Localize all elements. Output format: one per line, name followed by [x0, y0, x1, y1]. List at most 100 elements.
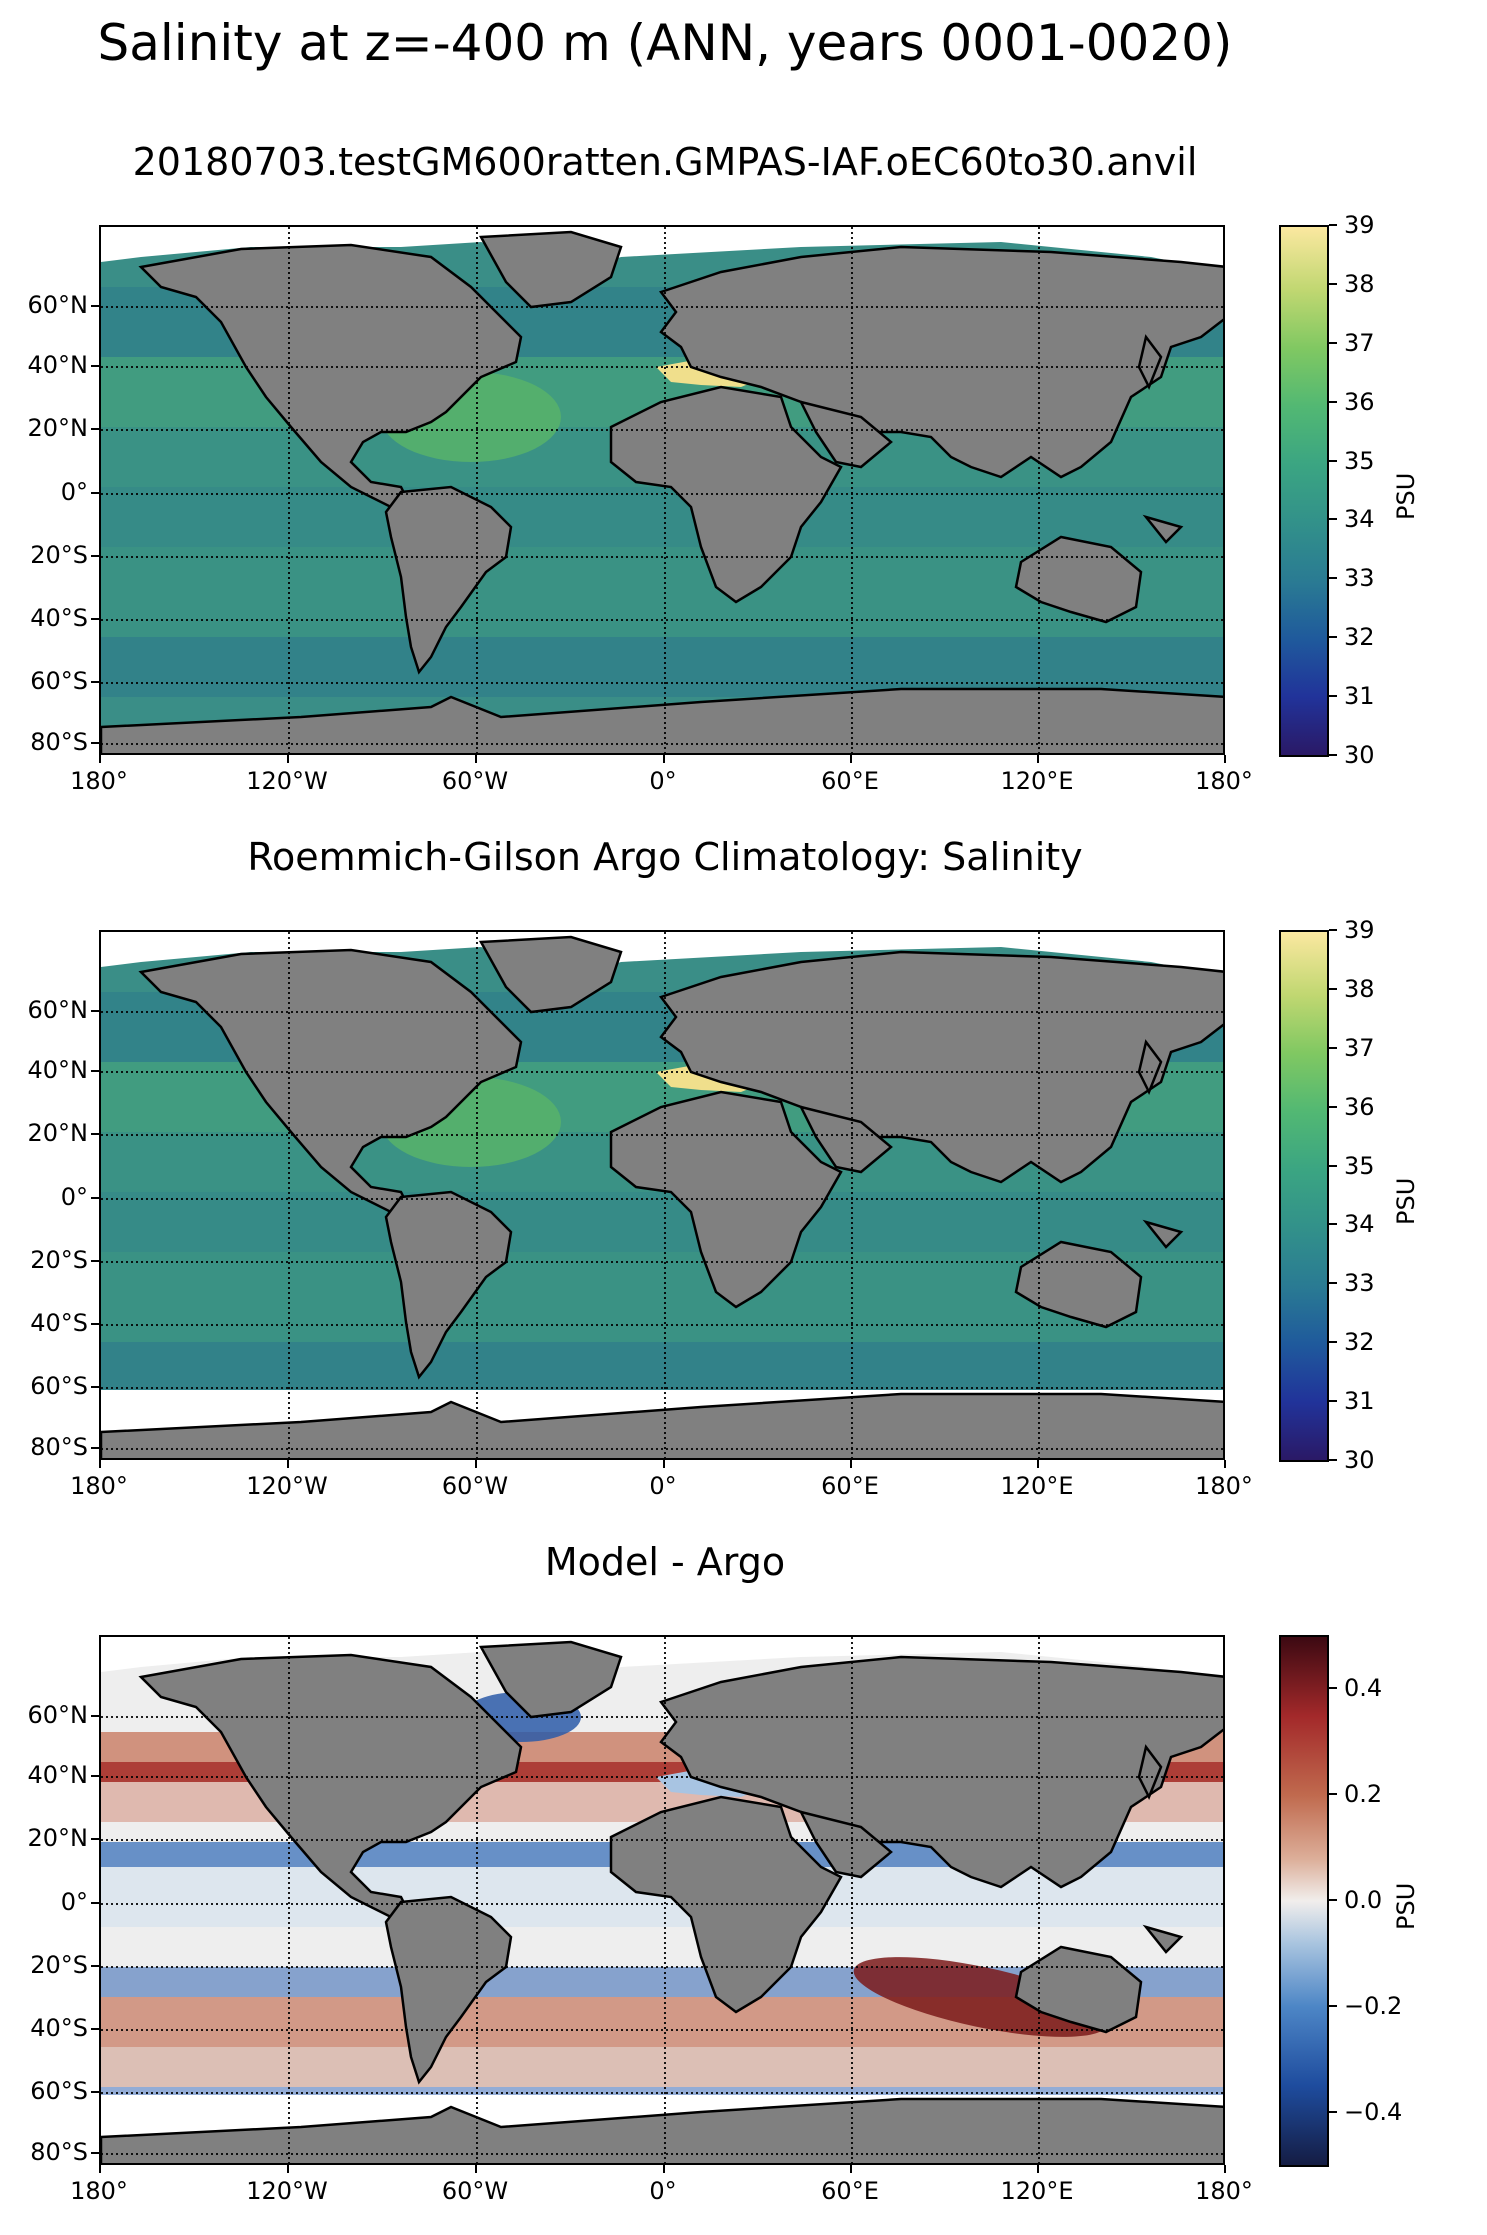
latitude-tick — [91, 492, 99, 494]
colorbar-tick-label: 31 — [1344, 682, 1375, 711]
longitude-tick-label: 60°E — [821, 767, 879, 795]
colorbar-tick-label: 35 — [1344, 1151, 1375, 1180]
latitude-tick-label: 20°N — [27, 414, 89, 442]
longitude-tick-label: 120°W — [246, 1472, 328, 1500]
colorbar-tick — [1329, 1341, 1337, 1344]
colorbar — [1279, 1635, 1329, 2167]
longitude-tick — [1224, 755, 1226, 763]
latitude-tick — [91, 742, 99, 744]
latitude-tick — [91, 2028, 99, 2030]
map-plot-area — [99, 930, 1225, 1460]
land-mass — [478, 1640, 623, 1719]
latitude-tick-label: 40°N — [27, 1056, 89, 1084]
longitude-tick-label: 120°W — [246, 2177, 328, 2205]
map-plot-area — [99, 1635, 1225, 2165]
latitude-tick — [91, 1902, 99, 1904]
colorbar-tick-label: −0.2 — [1344, 1992, 1403, 2020]
land-mass — [101, 2097, 1223, 2163]
colorbar-tick-label: 0.2 — [1344, 1780, 1383, 1808]
land-mass — [478, 230, 623, 309]
colorbar-tick — [1329, 1046, 1337, 1049]
colorbar-tick — [1329, 987, 1337, 990]
longitude-tick-label: 60°W — [441, 1472, 509, 1500]
colorbar-tick-label: 39 — [1344, 211, 1375, 239]
land-mass — [658, 245, 1223, 479]
panel-title: 20180703.testGM600ratten.GMPAS-IAF.oEC60… — [132, 140, 1198, 184]
land-mass — [1137, 1744, 1163, 1801]
colorbar — [1279, 225, 1329, 757]
longitude-tick-label: 180° — [1195, 767, 1253, 795]
latitude-tick — [91, 1838, 99, 1840]
longitude-tick-label: 180° — [70, 1472, 128, 1500]
latitude-tick — [91, 1197, 99, 1199]
colorbar-tick — [1329, 1164, 1337, 1167]
longitude-tick-label: 120°E — [1000, 767, 1074, 795]
latitude-tick-label: 40°S — [30, 604, 88, 632]
colorbar-tick — [1329, 282, 1337, 285]
longitude-tick — [287, 755, 289, 763]
latitude-tick-label: 60°S — [30, 667, 88, 695]
longitude-tick-label: 0° — [649, 767, 677, 795]
longitude-tick — [287, 2165, 289, 2173]
longitude-tick-label: 180° — [1195, 1472, 1253, 1500]
missing-data-region — [101, 227, 1223, 272]
latitude-tick-label: 0° — [60, 1183, 88, 1211]
land-mass — [798, 400, 893, 469]
map-plot-area — [99, 225, 1225, 755]
colorbar-tick — [1329, 577, 1337, 580]
latitude-tick — [91, 1965, 99, 1967]
land-mass — [1142, 514, 1184, 544]
land-mass — [1142, 1924, 1184, 1954]
colorbar-tick — [1329, 1459, 1337, 1461]
longitude-tick — [475, 2165, 477, 2173]
land-mass — [1142, 1219, 1184, 1249]
latitude-tick — [91, 555, 99, 557]
panel-title: Model - Argo — [544, 1540, 786, 1584]
latitude-tick — [91, 1775, 99, 1777]
longitude-tick — [99, 1460, 101, 1468]
longitude-tick-label: 180° — [70, 767, 128, 795]
longitude-tick — [287, 1460, 289, 1468]
colorbar-tick — [1329, 2111, 1337, 2113]
colorbar-tick-label: 38 — [1344, 269, 1375, 298]
longitude-tick — [663, 755, 665, 763]
land-mass — [478, 935, 623, 1014]
latitude-tick — [91, 1386, 99, 1388]
colorbar-unit-label: PSU — [1392, 1177, 1420, 1225]
latitude-tick — [91, 1070, 99, 1072]
map-svg — [101, 932, 1223, 1458]
field-band — [101, 487, 1223, 547]
latitude-tick — [91, 2091, 99, 2093]
missing-data-region — [101, 932, 1223, 977]
longitude-tick-label: 60°W — [441, 767, 509, 795]
longitude-tick — [1037, 2165, 1039, 2173]
latitude-tick — [91, 428, 99, 430]
longitude-tick-label: 0° — [649, 1472, 677, 1500]
colorbar-tick-label: −0.4 — [1344, 2098, 1403, 2126]
longitude-tick — [475, 1460, 477, 1468]
longitude-tick — [1037, 755, 1039, 763]
colorbar-tick-label: 35 — [1344, 446, 1375, 475]
land-mass — [1137, 1039, 1163, 1096]
latitude-tick — [91, 1323, 99, 1325]
longitude-tick-label: 120°W — [246, 767, 328, 795]
latitude-tick-label: 40°N — [27, 1761, 89, 1789]
colorbar-tick-label: 0.0 — [1344, 1886, 1383, 1914]
colorbar-tick-label: 33 — [1344, 1269, 1375, 1298]
missing-data-region — [101, 1637, 1223, 1682]
land-mass — [1137, 334, 1163, 391]
latitude-tick-label: 80°S — [30, 2138, 88, 2166]
latitude-tick — [91, 1133, 99, 1135]
colorbar-tick — [1329, 636, 1337, 639]
latitude-tick-label: 20°S — [30, 1951, 88, 1979]
colorbar-tick-label: 37 — [1344, 328, 1375, 357]
longitude-tick — [475, 755, 477, 763]
land-mass — [1014, 1240, 1143, 1329]
latitude-tick-label: 60°N — [27, 291, 89, 319]
longitude-tick — [663, 2165, 665, 2173]
field-band — [101, 2047, 1223, 2087]
colorbar-unit-label: PSU — [1392, 1882, 1420, 1930]
colorbar-tick — [1329, 929, 1337, 931]
colorbar-unit-label: PSU — [1392, 472, 1420, 520]
latitude-tick-label: 40°S — [30, 1309, 88, 1337]
